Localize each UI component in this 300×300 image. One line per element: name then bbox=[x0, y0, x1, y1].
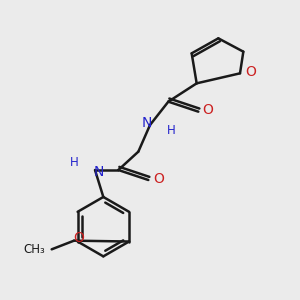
Text: H: H bbox=[167, 124, 176, 136]
Text: CH₃: CH₃ bbox=[23, 243, 45, 256]
Text: N: N bbox=[141, 116, 152, 130]
Text: H: H bbox=[70, 156, 79, 170]
Text: O: O bbox=[245, 65, 256, 79]
Text: O: O bbox=[73, 231, 84, 245]
Text: O: O bbox=[153, 172, 164, 186]
Text: N: N bbox=[93, 165, 104, 179]
Text: O: O bbox=[202, 103, 213, 117]
